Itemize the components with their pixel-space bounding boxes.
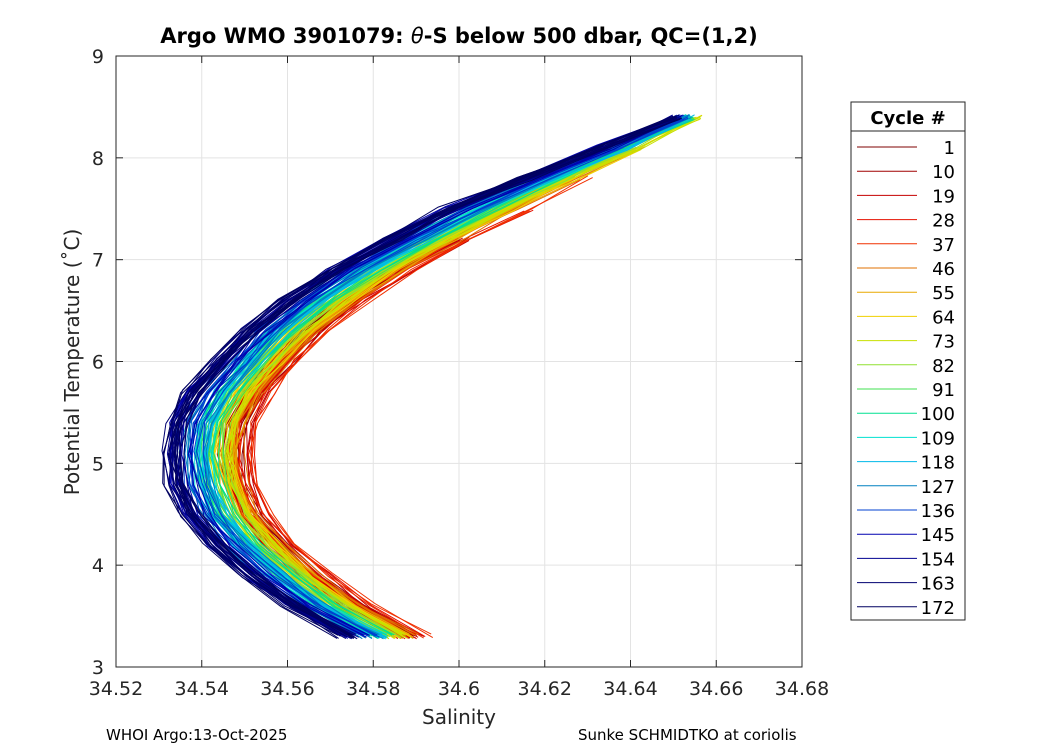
legend-label: 136 (921, 501, 955, 522)
x-tick-label: 34.52 (89, 678, 143, 700)
legend-label: 28 (932, 211, 955, 232)
legend-label: 1 (944, 138, 955, 159)
series-line-46 (243, 146, 646, 635)
x-tick-label: 34.56 (260, 678, 314, 700)
series-lines (161, 114, 703, 640)
series-line-145 (189, 148, 609, 638)
y-tick-label: 3 (92, 657, 104, 679)
x-tick-label: 34.68 (775, 678, 829, 700)
series-line-37 (248, 210, 530, 639)
x-tick-label: 34.64 (603, 678, 657, 700)
legend-label: 73 (932, 332, 955, 353)
legend-label: 55 (932, 283, 955, 304)
x-tick-label: 34.6 (438, 678, 480, 700)
legend-label: 118 (921, 453, 955, 474)
series-line-19 (250, 239, 470, 637)
series-line-127 (202, 147, 624, 640)
x-tick-label: 34.58 (346, 678, 400, 700)
series-line-172 (167, 117, 674, 637)
series-line-172 (163, 116, 677, 636)
legend-label: 145 (921, 525, 955, 546)
legend-label: 154 (921, 549, 955, 570)
footer-right: Sunke SCHMIDTKO at coriolis (578, 726, 797, 744)
y-tick-label: 9 (92, 46, 104, 68)
series-line-37 (247, 175, 589, 635)
footer-left: WHOI Argo:13-Oct-2025 (106, 726, 288, 744)
legend-label: 46 (932, 259, 955, 280)
title-suffix: -S below 500 dbar, QC=(1,2) (423, 24, 758, 48)
series-line-37 (251, 177, 593, 639)
series-line-100 (218, 116, 694, 637)
series-line-172 (162, 117, 674, 639)
legend-label: 172 (921, 598, 955, 619)
x-tick-label: 34.66 (689, 678, 743, 700)
axis-ticks: 34.52 34.54 34.56 34.58 34.6 34.62 34.64 34.66 3… (89, 46, 829, 700)
legend-label: 37 (932, 235, 955, 256)
x-tick-label: 34.54 (175, 678, 229, 700)
legend-label: 91 (932, 380, 955, 401)
y-tick-label: 8 (92, 148, 104, 170)
legend-label: 109 (921, 428, 955, 449)
series-line-145 (187, 114, 683, 636)
series-line-100 (210, 118, 695, 636)
legend-title: Cycle # (870, 108, 945, 129)
legend-box (850, 101, 966, 621)
series-line-163 (171, 114, 680, 636)
legend-label: 64 (932, 307, 955, 328)
x-tick-label: 34.62 (518, 678, 572, 700)
y-axis-label: Potential Temperature (˚C) (60, 229, 84, 496)
y-tick-label: 5 (92, 453, 104, 475)
series-line-172 (177, 146, 609, 638)
legend-label: 163 (921, 574, 955, 595)
series-line-127 (205, 116, 692, 639)
legend-label: 19 (932, 186, 955, 207)
y-tick-label: 4 (92, 555, 104, 577)
y-tick-label: 7 (92, 250, 104, 272)
legend: Cycle # 1 10 19 28 37 46 55 64 73 82 91 100 109 118 127… (850, 101, 966, 621)
series-line-136 (196, 116, 689, 636)
title-theta: θ (410, 24, 424, 48)
series-line-136 (193, 118, 682, 637)
legend-label: 100 (921, 404, 955, 425)
x-axis-label: Salinity (422, 705, 496, 729)
series-line-172 (174, 115, 674, 638)
chart-title: Argo WMO 3901079: θ-S below 500 dbar, QC… (0, 24, 918, 48)
y-tick-label: 6 (92, 352, 104, 374)
legend-label: 127 (921, 477, 955, 498)
series-line-73 (231, 148, 642, 639)
legend-label: 82 (932, 356, 955, 377)
legend-label: 10 (932, 162, 955, 183)
series-line-136 (202, 117, 689, 638)
title-prefix: Argo WMO 3901079: (160, 24, 411, 48)
